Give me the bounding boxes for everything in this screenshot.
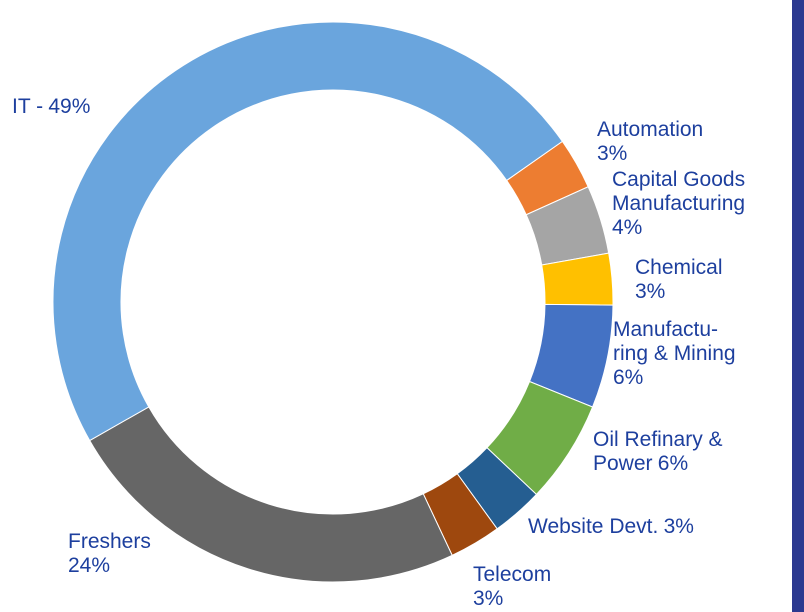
category-label: Chemical [635, 256, 723, 279]
slice-label: Capital Goods Manufacturing 4% [612, 168, 797, 240]
value-label: 6% [657, 452, 689, 475]
category-label: Website Devt. [528, 515, 659, 538]
value-label: 4% [612, 216, 643, 239]
donut-slice [52, 21, 564, 442]
value-label: 3% [635, 280, 666, 303]
value-label: 24% [68, 554, 111, 577]
value-label: 3% [473, 587, 504, 610]
value-label: 49% [48, 95, 91, 118]
slice-label: Chemical 3% [635, 256, 785, 304]
category-label: Manufactu-ring & Mining [613, 318, 736, 365]
slice-label: Freshers 24% [68, 530, 218, 578]
category-label: Automation [597, 118, 704, 141]
slice-label: IT -49% [12, 95, 212, 119]
category-label: Oil Refinary & Power [593, 428, 723, 475]
category-label: IT - [12, 95, 44, 118]
category-label: Freshers [68, 530, 151, 553]
value-label: 3% [663, 515, 694, 538]
category-label: Capital Goods Manufacturing [612, 168, 746, 215]
slice-label: Manufactu-ring & Mining 6% [613, 318, 749, 390]
value-label: 3% [597, 142, 628, 165]
slice-label: Website Devt. 3% [528, 515, 788, 539]
side-bar [792, 0, 804, 612]
value-label: 6% [613, 366, 644, 389]
slice-label: Telecom 3% [473, 563, 623, 611]
slice-label: Oil Refinary & Power 6% [593, 428, 743, 476]
slice-label: Automation 3% [597, 118, 777, 166]
category-label: Telecom [473, 563, 552, 586]
